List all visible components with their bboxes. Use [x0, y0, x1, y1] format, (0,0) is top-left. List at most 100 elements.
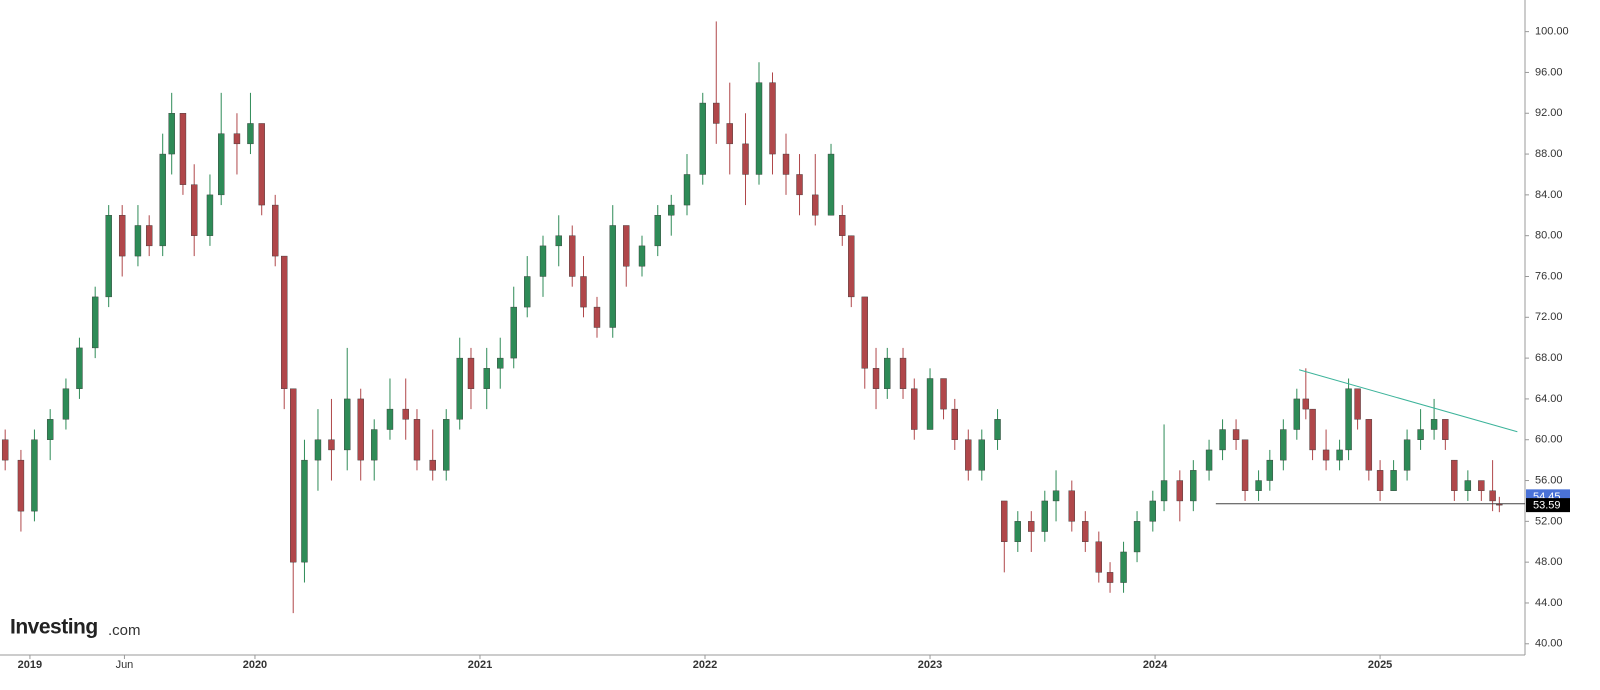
candle-body [638, 245, 646, 267]
candle-body [1464, 480, 1472, 491]
price-marker-box [1526, 498, 1570, 513]
candle-body [1255, 480, 1262, 491]
candle-body [62, 388, 70, 420]
candle-body [1190, 470, 1197, 502]
candle-body [1219, 429, 1226, 451]
candle-body [951, 408, 958, 440]
candle-body [190, 184, 198, 236]
y-tick-label: 80.00 [1535, 230, 1563, 242]
candle-body [1052, 490, 1060, 502]
candle-body [1068, 490, 1075, 522]
candle-body [258, 123, 265, 206]
candle-body [1176, 480, 1184, 502]
candle-body [1489, 490, 1496, 502]
candle-body [1403, 439, 1411, 471]
candle-body [1041, 500, 1048, 532]
candle-body [328, 439, 335, 451]
candle-body [1241, 439, 1249, 491]
candle-body [206, 194, 214, 236]
y-tick-label: 60.00 [1535, 434, 1563, 446]
candle-body [899, 357, 907, 389]
candle-body [91, 296, 99, 349]
candle-body [1417, 429, 1424, 440]
candle-body [1, 439, 9, 461]
candle-body [145, 225, 153, 247]
y-tick-label: 64.00 [1535, 393, 1563, 405]
candle-body [861, 296, 868, 369]
x-tick-label: 2025 [1368, 659, 1392, 671]
candle-body [994, 419, 1001, 440]
candle-body [118, 215, 126, 257]
watermark-suffix: .com [108, 622, 141, 639]
candle-body [940, 378, 947, 410]
x-tick-label: 2023 [918, 659, 942, 671]
candle-body [978, 439, 985, 471]
y-tick-label: 96.00 [1535, 66, 1563, 78]
x-tick-label: 2024 [1143, 659, 1168, 671]
candle-body [386, 408, 394, 430]
candle-body [755, 82, 763, 175]
candle-body [218, 133, 225, 196]
candle-body [413, 419, 421, 461]
candle-body [1478, 480, 1485, 491]
candle-body [580, 276, 587, 308]
candle-body [483, 368, 490, 389]
candle-body [1442, 419, 1449, 440]
candle-body [1106, 572, 1114, 583]
y-tick-label: 84.00 [1535, 189, 1563, 201]
candle-body [555, 235, 562, 247]
candle-body [796, 174, 803, 196]
candle-body [1014, 521, 1021, 542]
candle-body [812, 194, 819, 216]
candle-body [510, 306, 517, 359]
candle-body [1390, 470, 1397, 491]
candle-body [539, 245, 547, 277]
candle-body [911, 388, 918, 430]
candle-body [1354, 388, 1361, 420]
candle-body [31, 439, 38, 512]
candle-body [769, 82, 776, 155]
candle-body [1082, 521, 1089, 542]
candle-body [76, 347, 83, 389]
x-tick-label: 2022 [693, 659, 717, 671]
candle-body [159, 153, 166, 247]
y-tick-label: 44.00 [1535, 597, 1563, 609]
price-marker-label: 53.59 [1533, 500, 1561, 512]
candle-body [233, 133, 241, 145]
candle-body [344, 398, 351, 451]
candle-body [357, 398, 364, 461]
candle-body [314, 439, 322, 461]
candle-body [1028, 521, 1035, 532]
y-tick-label: 56.00 [1535, 474, 1563, 486]
candle-body [1133, 521, 1141, 553]
candle-body [1280, 429, 1287, 461]
candle-body [668, 204, 675, 216]
candle-body [848, 235, 855, 298]
candle-body [1365, 419, 1373, 471]
candle-body [290, 388, 297, 563]
y-tick-label: 48.00 [1535, 556, 1563, 568]
candle-body [884, 357, 891, 389]
candle-body [105, 215, 112, 298]
candle-body [965, 439, 972, 471]
candle-body [1160, 480, 1168, 502]
candle-body [839, 215, 846, 236]
candle-body [467, 357, 475, 389]
candle-body [134, 225, 142, 257]
candle-body [1302, 398, 1310, 410]
candle-body [726, 123, 733, 145]
candle-body [683, 174, 691, 206]
y-tick-label: 72.00 [1535, 311, 1563, 323]
x-tick-label: 2020 [243, 659, 267, 671]
candle-body [593, 306, 601, 328]
candle-body [742, 143, 749, 175]
x-tick-label: Jun [116, 659, 134, 671]
y-tick-label: 68.00 [1535, 352, 1563, 364]
candle-body [301, 459, 308, 563]
candle-body [1120, 551, 1127, 583]
candle-body [1293, 398, 1301, 430]
candle-body [782, 153, 790, 175]
candle-body [168, 113, 175, 155]
candle-body [1095, 541, 1103, 573]
